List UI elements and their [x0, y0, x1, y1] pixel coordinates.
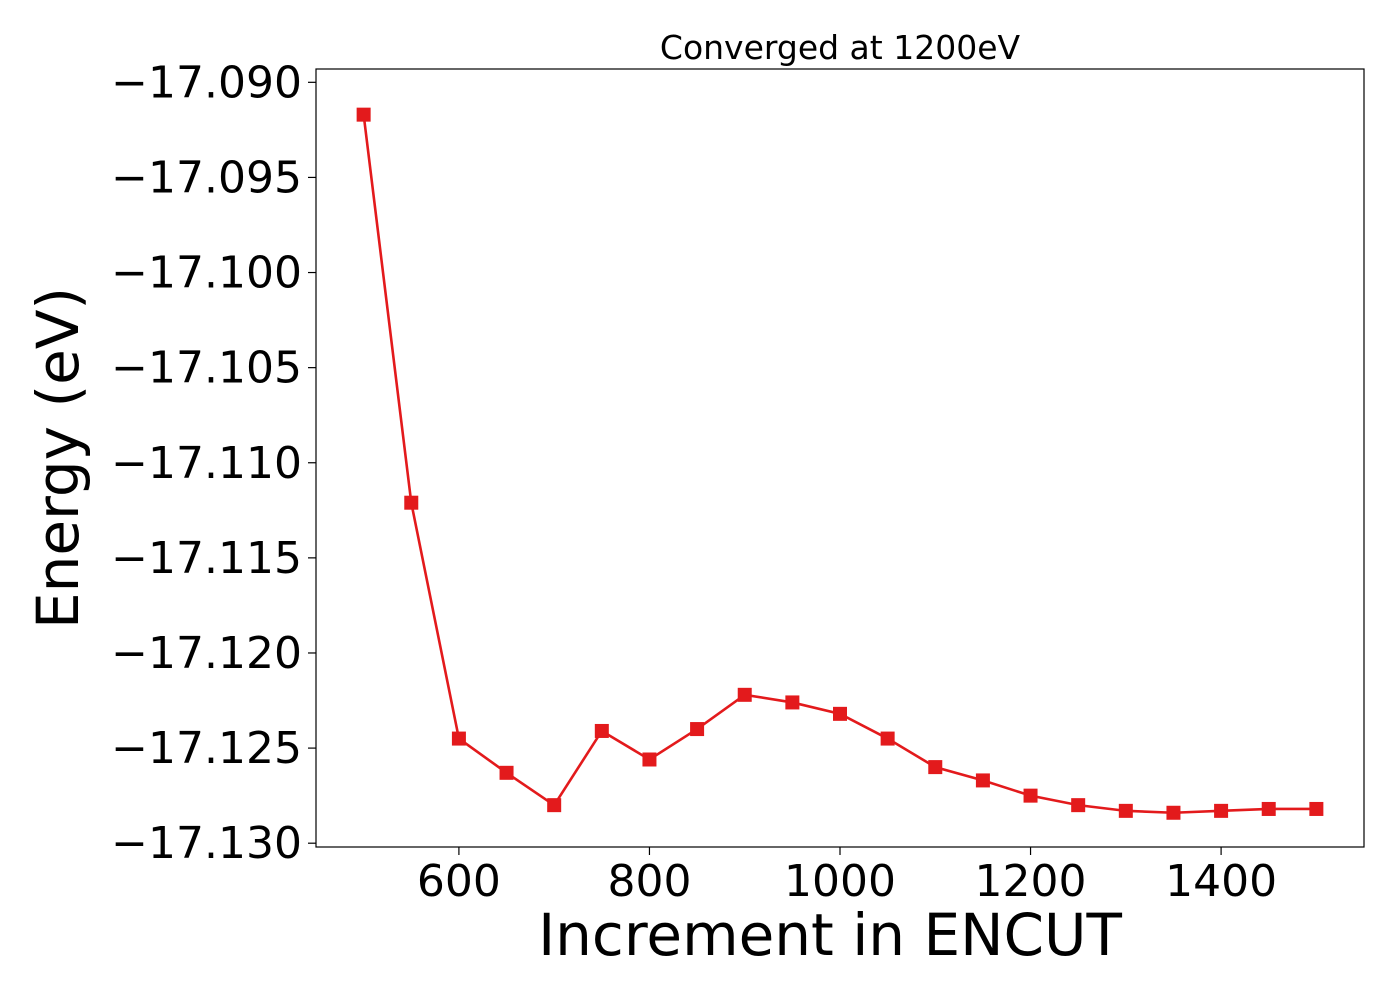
y-tick-label: −17.120 — [111, 628, 302, 679]
data-point — [975, 773, 990, 788]
x-axis-label: Increment in ENCUT — [538, 901, 1122, 969]
data-point — [642, 752, 657, 767]
data-point — [880, 731, 895, 746]
x-tick-label: 1400 — [1165, 856, 1277, 907]
x-axis: 600 800 1000 1200 1400 — [417, 847, 1277, 907]
y-tick-label: −17.090 — [111, 57, 302, 108]
y-tick-label: −17.125 — [111, 723, 302, 774]
data-point — [928, 760, 943, 775]
x-tick-label: 1000 — [784, 856, 896, 907]
chart-title: Converged at 1200eV — [660, 28, 1021, 67]
y-tick-label: −17.130 — [111, 818, 302, 869]
data-point — [1118, 803, 1133, 818]
data-point — [1071, 798, 1086, 813]
series-layer — [356, 107, 1324, 820]
data-point — [1309, 801, 1324, 816]
y-axis-label: Energy (eV) — [24, 287, 92, 629]
y-tick-label: −17.110 — [111, 438, 302, 489]
data-point — [1261, 801, 1276, 816]
x-tick-label: 1200 — [975, 856, 1087, 907]
y-tick-label: −17.095 — [111, 152, 302, 203]
data-point — [404, 495, 419, 510]
data-point — [1214, 803, 1229, 818]
y-tick-label: −17.105 — [111, 343, 302, 394]
plot-area-frame — [315, 68, 1365, 848]
data-point — [1023, 788, 1038, 803]
y-tick-label: −17.115 — [111, 533, 302, 584]
data-point — [690, 722, 705, 737]
data-point — [594, 723, 609, 738]
data-point — [499, 765, 514, 780]
x-tick-label: 800 — [607, 856, 691, 907]
x-tick-label: 600 — [417, 856, 501, 907]
data-point — [833, 706, 847, 721]
data-point — [1166, 805, 1181, 820]
y-axis: −17.130 −17.125 −17.120 −17.115 −17.110 −17.1… — [111, 57, 316, 869]
data-point — [356, 107, 371, 122]
data-point — [547, 798, 562, 813]
data-point — [785, 695, 800, 710]
data-point — [451, 731, 466, 746]
y-tick-label: −17.100 — [111, 248, 302, 299]
data-point — [737, 687, 752, 702]
